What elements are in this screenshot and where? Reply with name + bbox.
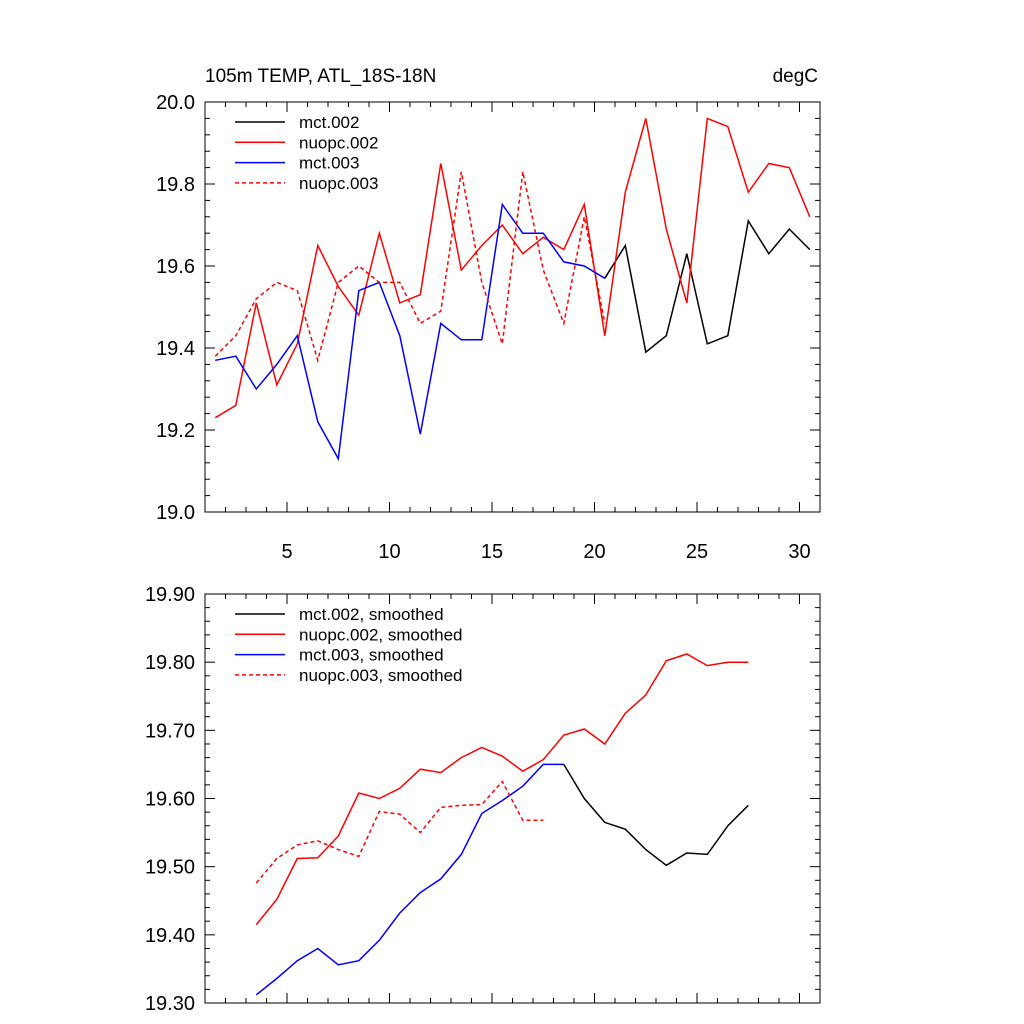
series-line-mct-003-smoothed [255,763,564,996]
x-tick-label: 30 [788,541,810,563]
x-tick-label: 20 [583,541,605,563]
y-tick-label: 19.60 [145,789,195,811]
series-line-nuopc-003-smoothed [255,780,544,884]
y-tick-label: 19.8 [156,174,195,196]
series-line-nuopc-003 [214,171,606,364]
top-panel: 19.0 19.2 19.4 19.6 19.8 20.0 5 10 15 20 25 30 105m … [156,66,821,563]
legend-label: nuopc.002 [299,133,378,152]
y-tick-label: 19.70 [145,720,195,742]
plot-frame [204,101,821,513]
x-tick-label: 15 [481,541,503,563]
plot-frame [204,593,821,1004]
legend-label: mct.003 [299,154,359,173]
legend-label: nuopc.003, smoothed [299,666,463,685]
y-tick-label: 19.40 [145,925,195,947]
bottom-panel: 19.30 19.40 19.50 19.60 19.70 19.80 19.90 mct.0… [145,584,821,1015]
chart-title: 105m TEMP, ATL_18S-18N [205,66,436,87]
x-tick-label: 25 [686,541,708,563]
series-line-mct-002 [604,218,811,354]
y-tick-label: 19.4 [156,338,195,360]
series-line-mct-002-smoothed [563,764,749,867]
series-line-nuopc-002 [214,117,811,419]
legend-label: nuopc.003 [299,174,378,193]
y-tick-label: 19.90 [145,584,195,606]
legend-label: mct.003, smoothed [299,646,444,665]
x-tick-label: 5 [281,541,292,563]
units-label: degC [773,66,818,87]
y-tick-label: 19.30 [145,993,195,1015]
y-tick-label: 19.50 [145,857,195,879]
legend-label: mct.002, smoothed [299,605,444,624]
legend-label: mct.002 [299,113,359,132]
series-line-mct-003 [215,202,606,462]
y-tick-label: 19.80 [145,652,195,674]
legend-label: nuopc.002, smoothed [299,625,463,644]
x-tick-label: 10 [378,541,400,563]
y-tick-label: 19.6 [156,256,195,278]
series-line-nuopc-002-smoothed [255,653,749,926]
y-tick-label: 19.2 [156,420,195,442]
y-tick-label: 19.0 [156,502,195,524]
y-tick-label: 20.0 [156,92,195,114]
